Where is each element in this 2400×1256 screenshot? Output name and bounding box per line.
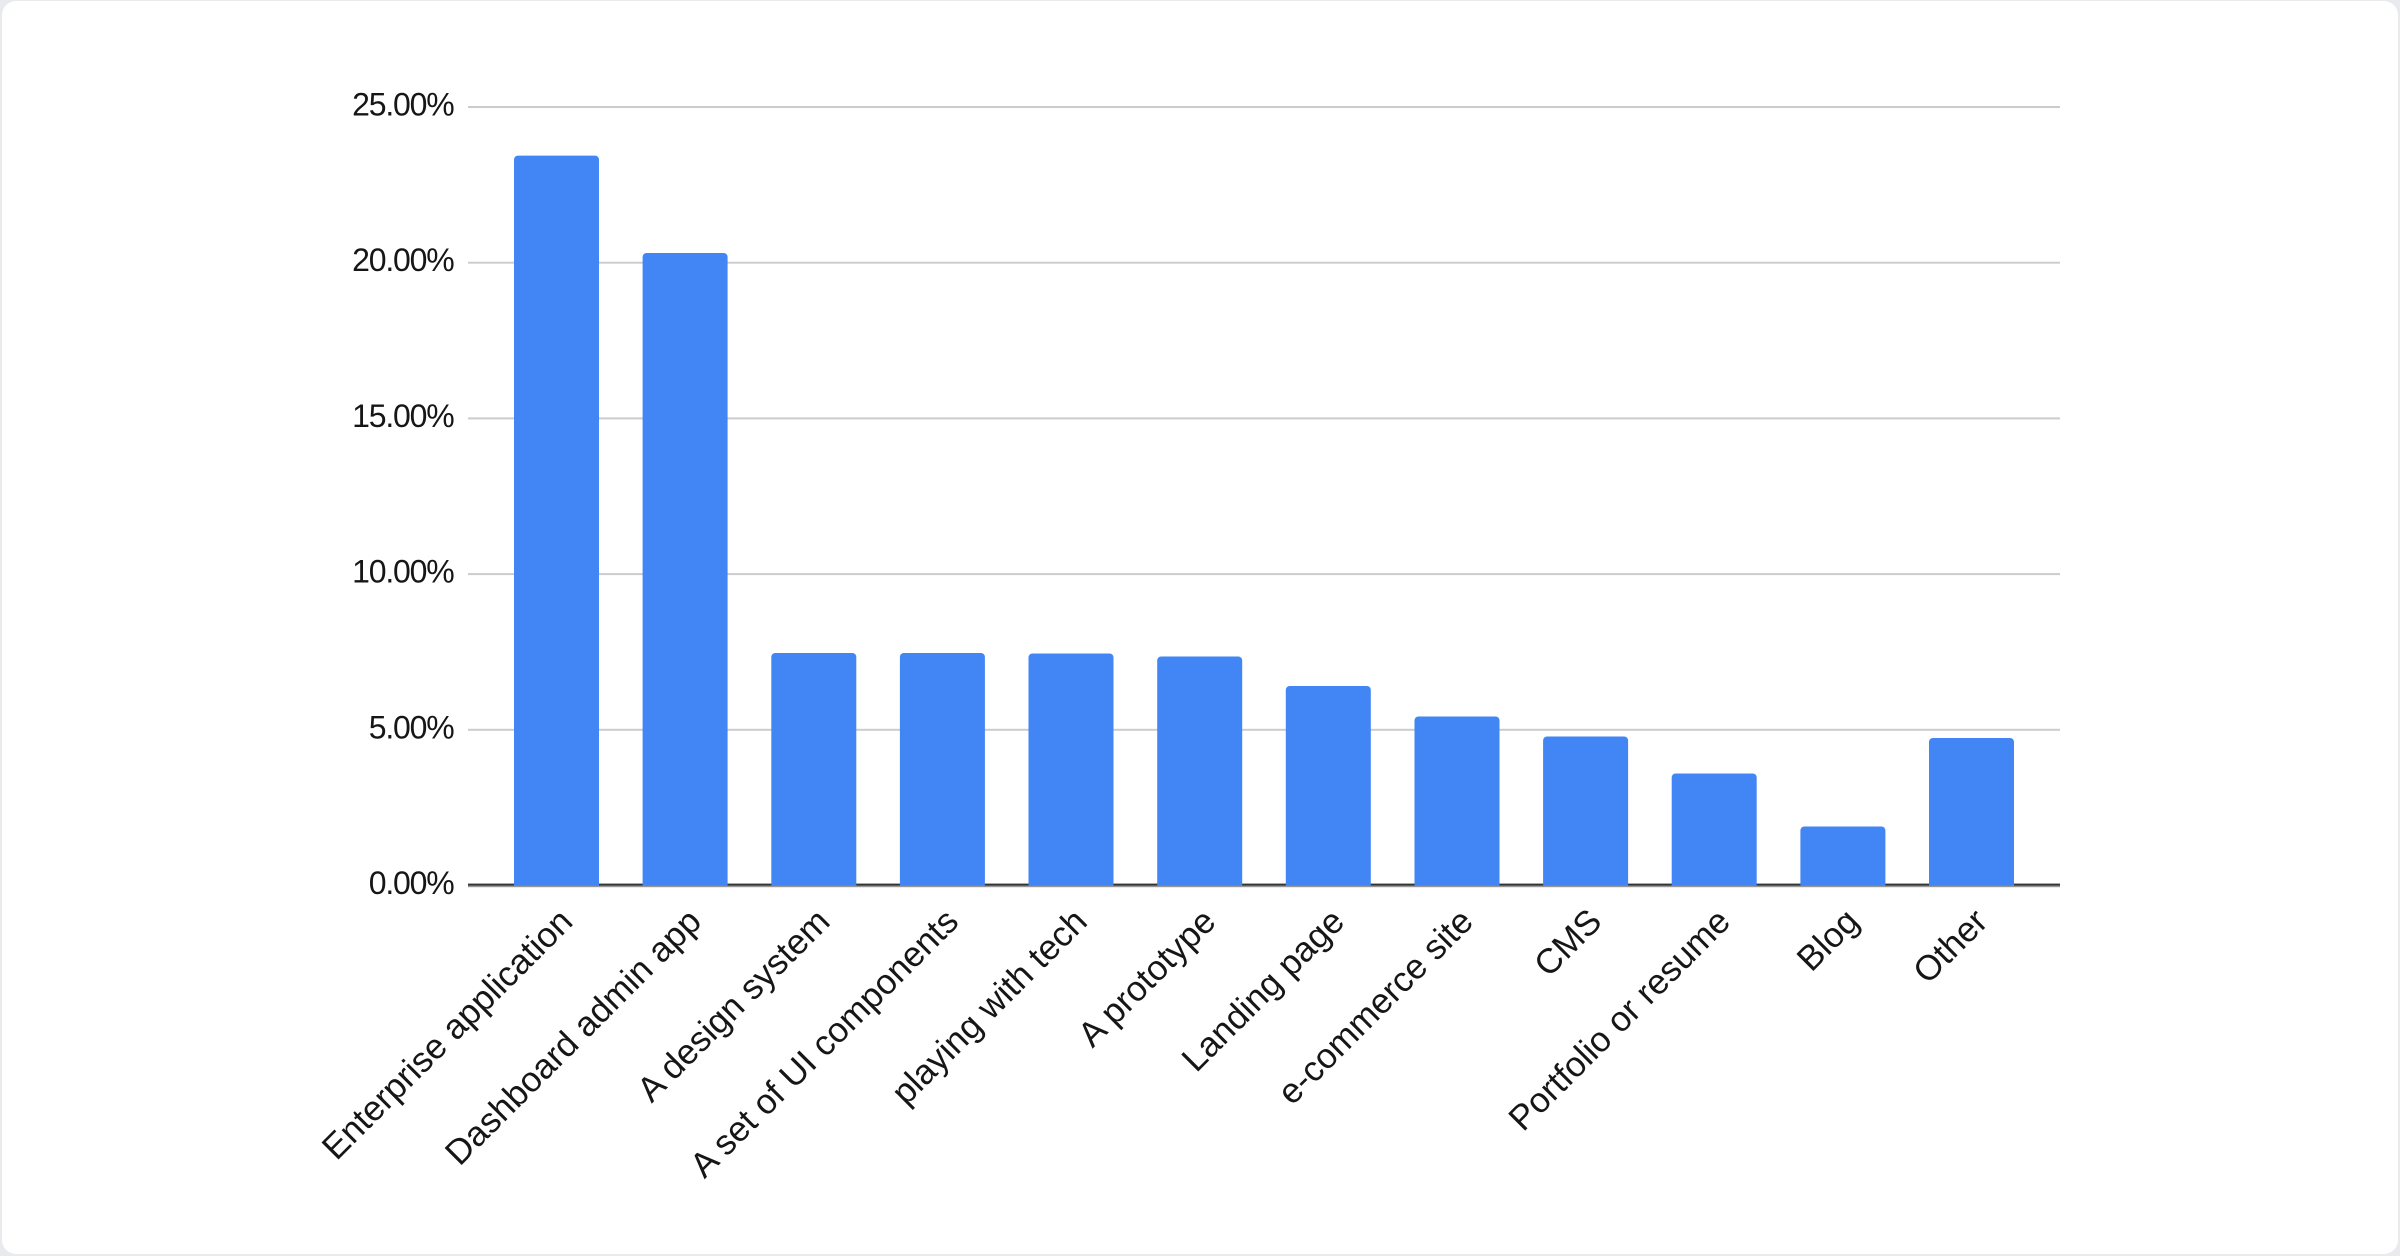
- svg-text:20.00%: 20.00%: [352, 242, 454, 278]
- svg-text:15.00%: 15.00%: [352, 398, 454, 434]
- svg-text:0.00%: 0.00%: [369, 865, 454, 901]
- svg-text:5.00%: 5.00%: [369, 709, 454, 745]
- svg-text:25.00%: 25.00%: [352, 87, 454, 123]
- svg-text:10.00%: 10.00%: [352, 554, 454, 590]
